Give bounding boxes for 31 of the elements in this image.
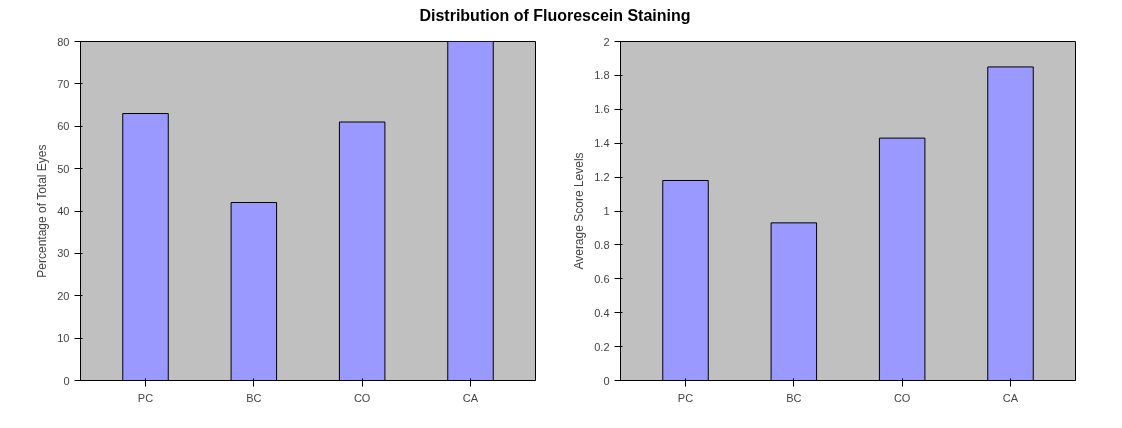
y-axis-title: Average Score Levels: [572, 152, 587, 270]
y-tick-label: 50: [57, 162, 70, 175]
y-tick-label: 0.2: [594, 340, 610, 353]
y-tick-label: 70: [57, 77, 70, 90]
y-tick-label: 10: [57, 332, 70, 345]
y-tick-label: 0.8: [594, 238, 610, 251]
y-tick-label: 1.2: [594, 171, 610, 184]
y-tick-label: 2: [603, 35, 610, 48]
x-tick-label: CO: [353, 391, 371, 404]
y-tick-label: 1.8: [594, 69, 610, 82]
y-tick-label: 1: [603, 205, 610, 217]
y-tick-label: 1.4: [594, 137, 610, 150]
y-tick-label: 60: [57, 120, 70, 133]
y-tick-label: 40: [57, 205, 70, 217]
y-tick-label: 1.6: [594, 103, 610, 116]
y-tick-label: 0: [603, 374, 610, 387]
y-tick-label: 80: [57, 35, 70, 48]
y-tick-label: 0.6: [594, 272, 610, 285]
y-axis-title: Percentage of Total Eyes: [35, 144, 50, 278]
x-tick-label: PC: [137, 391, 154, 404]
y-tick-label: 0: [63, 374, 70, 387]
x-tick-label: BC: [786, 391, 802, 404]
x-tick-label: CA: [462, 391, 479, 404]
chart-title: Distribution of Fluorescein Staining: [419, 6, 691, 26]
x-tick-label: CA: [1002, 391, 1019, 404]
y-tick-label: 30: [57, 247, 70, 260]
y-tick-label: 0.4: [594, 306, 610, 319]
y-tick-label: 20: [57, 289, 70, 302]
x-tick-label: BC: [246, 391, 262, 404]
x-tick-label: CO: [893, 391, 911, 404]
x-tick-label: PC: [677, 391, 694, 404]
